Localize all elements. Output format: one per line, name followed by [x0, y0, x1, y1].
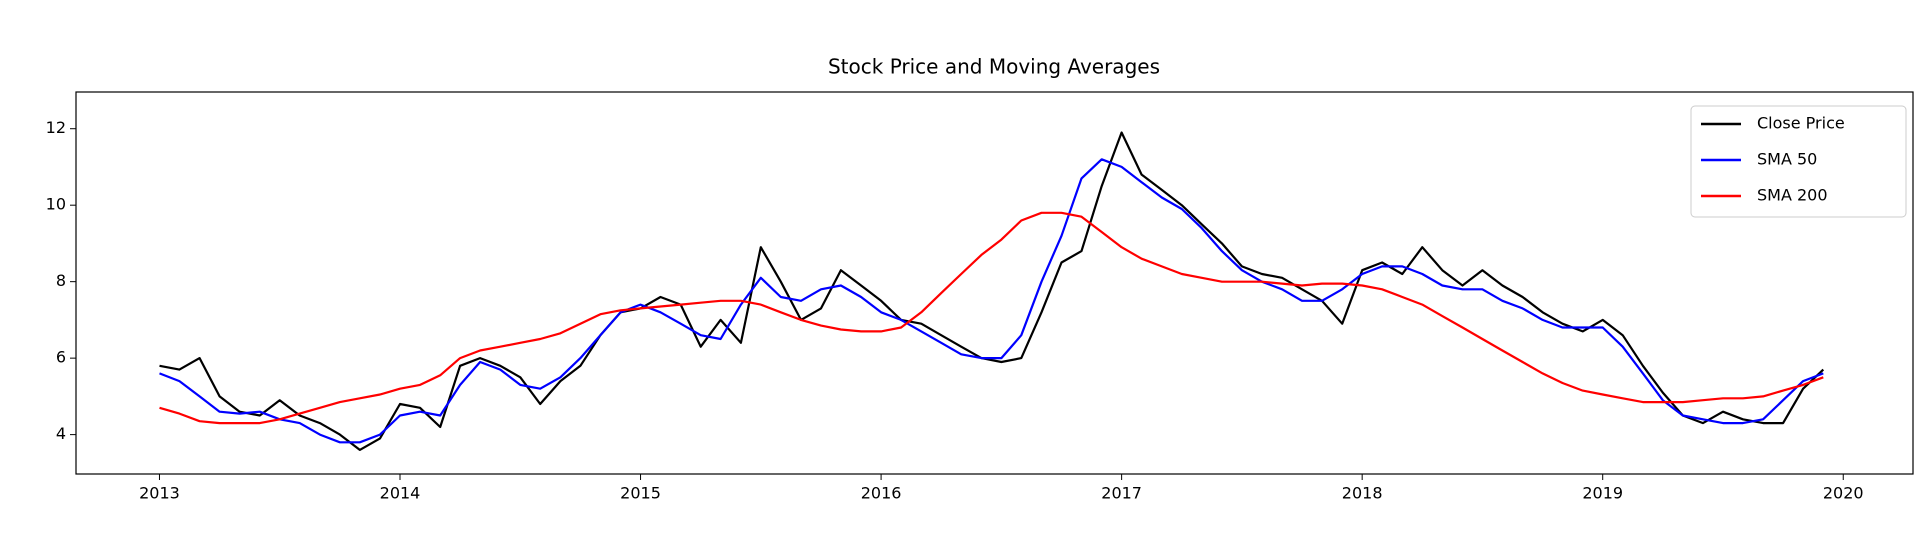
x-tick-label: 2020: [1823, 484, 1864, 503]
chart-title: Stock Price and Moving Averages: [828, 55, 1160, 79]
plot-frame: [75, 91, 1914, 475]
y-tick-label: 12: [46, 118, 66, 137]
y-tick-label: 10: [46, 195, 66, 214]
line-series: [159, 158, 1824, 444]
y-tick-label: 8: [56, 271, 66, 290]
y-tick-label: 4: [56, 424, 66, 443]
legend-label: SMA 50: [1757, 150, 1817, 169]
x-tick-label: 2014: [380, 484, 421, 503]
x-tick-label: 2016: [861, 484, 902, 503]
x-tick-label: 2017: [1101, 484, 1142, 503]
y-tick-label: 6: [56, 348, 66, 367]
legend-label: SMA 200: [1757, 186, 1828, 205]
x-tick-label: 2013: [139, 484, 180, 503]
line-series: [159, 211, 1824, 425]
x-tick-label: 2019: [1582, 484, 1623, 503]
legend-label: Close Price: [1757, 114, 1845, 133]
x-tick-label: 2015: [620, 484, 661, 503]
x-tick-label: 2018: [1342, 484, 1383, 503]
line-series: [159, 131, 1825, 451]
legend-box: [1690, 105, 1907, 218]
